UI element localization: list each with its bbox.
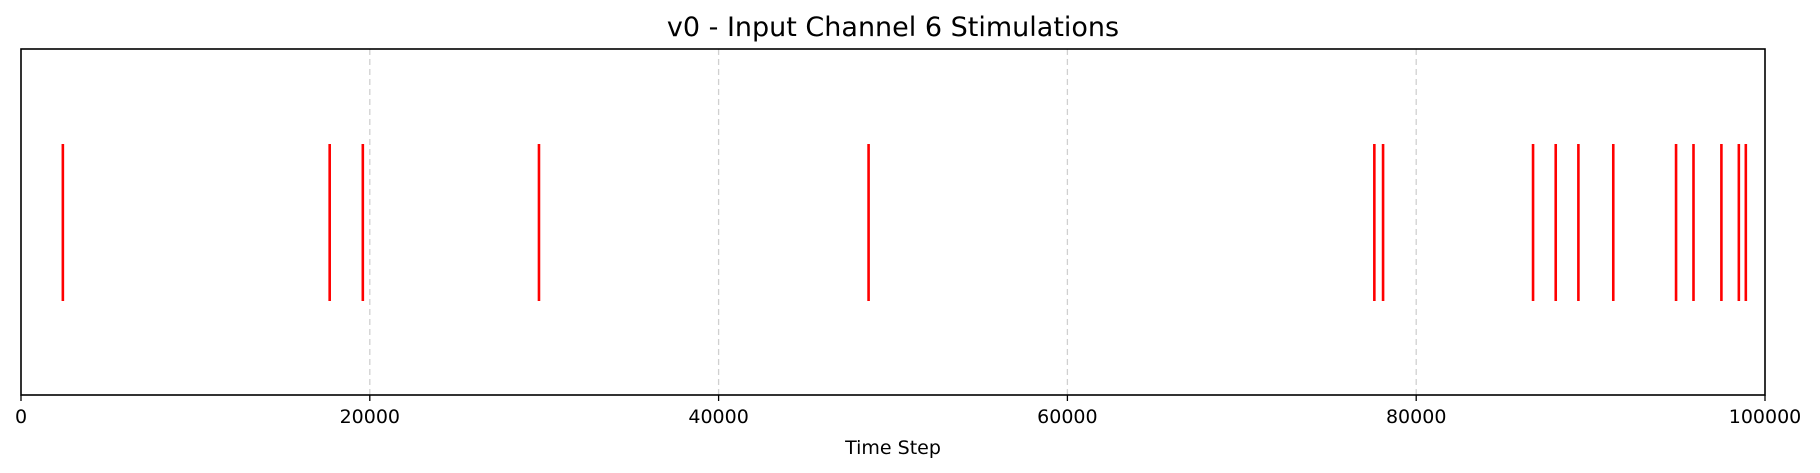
x-tick-label-40000: 40000 <box>688 406 748 428</box>
x-tick-label-20000: 20000 <box>340 406 400 428</box>
event-markers <box>61 144 1748 301</box>
x-tick-label-60000: 60000 <box>1037 406 1097 428</box>
x-tick-label-0: 0 <box>15 406 27 428</box>
x-axis-ticks: 0 20000 40000 60000 80000 100000 <box>15 395 1801 428</box>
chart-title: v0 - Input Channel 6 Stimulations <box>667 12 1119 43</box>
x-tick-label-100000: 100000 <box>1729 406 1802 428</box>
plot-area-frame <box>20 48 1766 396</box>
grid-lines <box>369 49 1417 395</box>
x-axis-label: Time Step <box>844 437 941 459</box>
x-tick-label-80000: 80000 <box>1386 406 1446 428</box>
